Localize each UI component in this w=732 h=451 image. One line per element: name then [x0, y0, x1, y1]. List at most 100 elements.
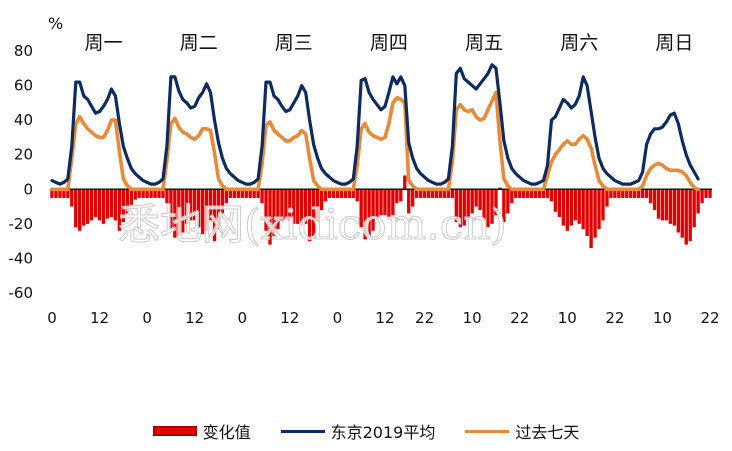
- bar: [264, 189, 268, 231]
- bar: [636, 189, 641, 198]
- y-tick-label: 80: [14, 42, 33, 60]
- bar: [359, 189, 363, 228]
- bar: [446, 189, 451, 198]
- bar: [153, 189, 157, 198]
- bar: [573, 189, 577, 221]
- bar: [109, 189, 114, 217]
- x-tick-label: 0: [142, 309, 152, 327]
- y-tick-label: -40: [9, 249, 34, 267]
- bar: [490, 189, 494, 224]
- bar: [458, 189, 462, 228]
- bar: [177, 189, 181, 236]
- legend-item-past-seven-days: 过去七天: [465, 419, 579, 443]
- bar: [200, 189, 205, 235]
- bar: [625, 189, 629, 198]
- bar: [137, 189, 141, 198]
- bar: [280, 189, 284, 221]
- bar: [640, 189, 645, 198]
- bar: [486, 189, 490, 228]
- bar: [315, 189, 320, 223]
- x-tick-label: 0: [237, 309, 247, 327]
- bar: [121, 189, 126, 223]
- bar: [387, 189, 391, 217]
- bar: [208, 189, 213, 221]
- y-unit-label: %: [48, 14, 63, 33]
- bar: [335, 189, 340, 198]
- bar: [672, 189, 677, 226]
- x-tick-label: 10: [558, 309, 577, 327]
- legend-item-tokyo-2019: 东京2019平均: [280, 419, 435, 443]
- bar: [54, 189, 58, 198]
- bar: [113, 189, 118, 221]
- bar: [66, 189, 70, 198]
- bar: [145, 189, 149, 198]
- bar: [371, 189, 375, 231]
- x-tick-label: 10: [653, 309, 672, 327]
- bar: [605, 189, 609, 207]
- bar: [395, 189, 399, 204]
- bar: [339, 189, 344, 198]
- bar: [351, 189, 355, 198]
- bar: [105, 189, 110, 219]
- bar: [660, 189, 665, 221]
- bar: [684, 189, 688, 245]
- bar: [403, 175, 407, 190]
- bar: [470, 189, 474, 214]
- bar: [696, 189, 700, 214]
- bar: [125, 189, 129, 214]
- bar: [478, 189, 482, 211]
- line-past-seven-days: [50, 90, 700, 192]
- bar: [692, 189, 696, 228]
- bar: [593, 189, 597, 238]
- bar: [101, 189, 106, 224]
- bar: [129, 189, 133, 205]
- x-tick-label: 12: [280, 309, 299, 327]
- bar: [525, 189, 530, 198]
- bar: [514, 189, 518, 198]
- y-tick-label: 60: [14, 77, 33, 95]
- bar: [379, 189, 383, 216]
- bar: [189, 189, 193, 221]
- bar: [58, 189, 62, 198]
- bar: [212, 189, 217, 242]
- bar: [70, 189, 74, 207]
- bar: [474, 189, 478, 207]
- bar: [438, 189, 443, 198]
- bar: [240, 189, 244, 198]
- bar: [648, 189, 653, 204]
- day-label: 周六: [560, 32, 598, 54]
- bar: [292, 189, 296, 224]
- bar: [434, 189, 439, 198]
- bar: [545, 189, 550, 198]
- bar: [633, 189, 637, 198]
- x-tick-label: 22: [700, 309, 719, 327]
- bar: [613, 189, 617, 198]
- bar: [442, 189, 447, 198]
- bar: [268, 189, 272, 245]
- bar: [272, 189, 276, 236]
- bar: [375, 189, 379, 219]
- bar-series-change: [50, 175, 712, 249]
- bar: [303, 189, 308, 224]
- bar: [407, 189, 411, 214]
- bar: [494, 189, 498, 216]
- bar: [311, 189, 316, 236]
- bar: [585, 189, 589, 236]
- day-label: 周日: [655, 32, 693, 54]
- bar: [541, 189, 546, 198]
- y-tick-label: 20: [14, 146, 33, 164]
- bar: [561, 189, 566, 226]
- bar: [256, 189, 260, 198]
- line-series: [50, 63, 700, 192]
- legend-swatch-change: [152, 426, 197, 436]
- day-label: 周五: [465, 32, 503, 54]
- bar: [676, 189, 680, 233]
- bar: [248, 189, 252, 198]
- bar: [518, 189, 522, 198]
- bar: [216, 189, 221, 230]
- bar: [173, 189, 177, 238]
- bar: [391, 189, 395, 216]
- legend-swatch-past-seven-days: [465, 429, 510, 433]
- bar: [252, 189, 256, 198]
- bar: [621, 189, 625, 198]
